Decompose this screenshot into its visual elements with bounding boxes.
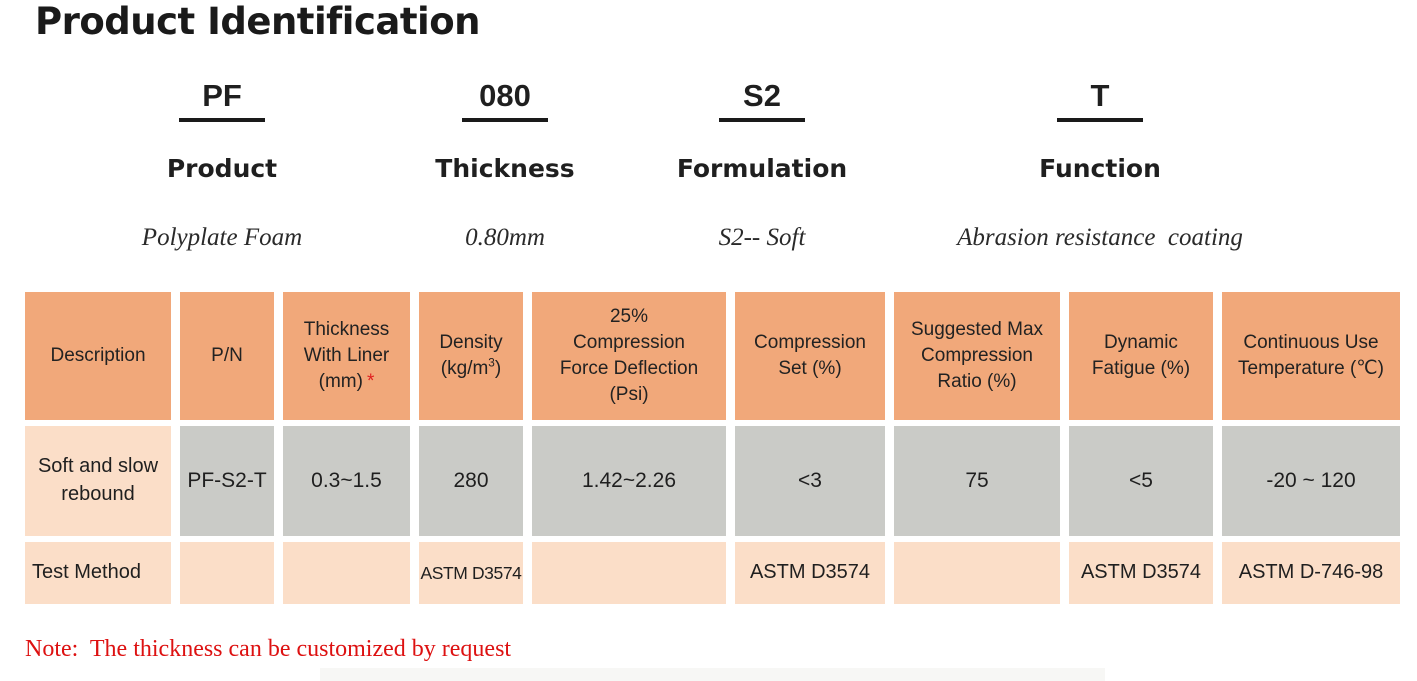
data-cell-continuous-use-temperature: -20 ~ 120 — [1222, 426, 1400, 536]
data-cell-compression-force-deflection: 1.42~2.26 — [532, 426, 726, 536]
header-cell-pn: P/N — [180, 292, 274, 420]
test-cell-continuous-use-temperature: ASTM D-746-98 — [1222, 542, 1400, 604]
header-cell-thickness-with-liner: Thickness With Liner (mm) * — [283, 292, 410, 420]
header-line: Density — [439, 331, 503, 353]
header-text: Continuous Use Temperature (℃) — [1238, 330, 1384, 382]
data-cell-density: 280 — [419, 426, 523, 536]
code-value: Abrasion resistance coating — [957, 224, 1243, 251]
density-unit-pre: (kg/m — [440, 358, 489, 379]
header-text: Dynamic Fatigue (%) — [1092, 330, 1190, 382]
header-cell-description: Description — [25, 292, 171, 420]
header-line: Compression — [573, 331, 685, 353]
test-cell-suggested-max-compression-ratio — [894, 542, 1060, 604]
data-cell-thickness: 0.3~1.5 — [283, 426, 410, 536]
test-cell-dynamic-fatigue: ASTM D3574 — [1069, 542, 1213, 604]
code-underline — [179, 118, 265, 122]
code-text: S2 — [743, 78, 781, 113]
header-text: Suggested Max Compression Ratio (%) — [911, 317, 1043, 396]
header-line: (mm) * — [304, 369, 390, 395]
data-cell-suggested-max-compression-ratio: 75 — [894, 426, 1060, 536]
header-line: Ratio (%) — [937, 371, 1017, 393]
code-underline — [719, 118, 805, 122]
header-line: Continuous Use — [1243, 331, 1379, 353]
header-text: Compression Set (%) — [754, 330, 866, 382]
page-title: Product Identification — [35, 0, 480, 43]
header-cell-dynamic-fatigue: Dynamic Fatigue (%) — [1069, 292, 1213, 420]
code-value: 0.80mm — [465, 224, 545, 251]
code-value: Polyplate Foam — [141, 224, 303, 251]
code-underline — [1057, 118, 1143, 122]
header-line: With Liner — [303, 344, 390, 366]
header-cell-continuous-use-temperature: Continuous Use Temperature (℃) — [1222, 292, 1400, 420]
header-cell-compression-force-deflection: 25% Compression Force Deflection (Psi) — [532, 292, 726, 420]
code-text: T — [1090, 78, 1110, 113]
header-cell-density: Density (kg/m3) — [419, 292, 523, 420]
test-cell-compression-force-deflection — [532, 542, 726, 604]
test-cell-density: ASTM D3574 — [419, 542, 523, 604]
code-text: PF — [202, 78, 242, 113]
header-text: Density (kg/m3) — [439, 330, 502, 382]
required-asterisk: * — [366, 371, 375, 393]
code-label: Function — [1039, 154, 1161, 183]
header-line: Fatigue (%) — [1091, 358, 1191, 379]
header-line: Thickness — [303, 318, 390, 340]
header-line: Set (%) — [778, 358, 842, 379]
code-text: 080 — [479, 78, 531, 113]
header-text: Description — [50, 344, 146, 366]
note-text: Note: The thickness can be customized by… — [25, 636, 512, 662]
header-line: Force Deflection — [559, 358, 699, 379]
data-cell-description: Soft and slow rebound — [25, 426, 171, 536]
data-cell-dynamic-fatigue: <5 — [1069, 426, 1213, 536]
product-spec-table: Description P/N Thickness With Liner (mm… — [25, 292, 1400, 604]
header-cell-compression-set: Compression Set (%) — [735, 292, 885, 420]
header-text: Thickness With Liner (mm) * — [304, 317, 390, 396]
header-line: Compression — [754, 331, 866, 353]
density-unit-sup: 3 — [488, 356, 495, 370]
code-underline — [462, 118, 548, 122]
test-cell-compression-set: ASTM D3574 — [735, 542, 885, 604]
code-label: Product — [166, 154, 278, 183]
bottom-partial-bar — [320, 668, 1105, 681]
header-line: (Psi) — [609, 384, 649, 406]
header-cell-suggested-max-compression-ratio: Suggested Max Compression Ratio (%) — [894, 292, 1060, 420]
code-label: Formulation — [676, 154, 848, 183]
density-unit-post: ) — [494, 358, 502, 379]
header-line: Suggested Max — [910, 318, 1044, 340]
test-cell-thickness — [283, 542, 410, 604]
test-cell-label: Test Method — [25, 542, 171, 604]
data-cell-compression-set: <3 — [735, 426, 885, 536]
test-cell-pn — [180, 542, 274, 604]
header-line: (kg/m3) — [439, 356, 502, 382]
code-label: Thickness — [435, 154, 575, 183]
header-line: Dynamic — [1104, 331, 1178, 353]
header-line: Compression — [921, 344, 1033, 366]
code-value: S2-- Soft — [718, 224, 806, 251]
header-line-text: (mm) — [318, 371, 363, 393]
header-text: 25% Compression Force Deflection (Psi) — [560, 304, 698, 409]
header-text: P/N — [211, 344, 243, 366]
header-line: Temperature (℃) — [1238, 358, 1384, 379]
header-line: 25% — [609, 305, 649, 327]
data-cell-pn: PF-S2-T — [180, 426, 274, 536]
